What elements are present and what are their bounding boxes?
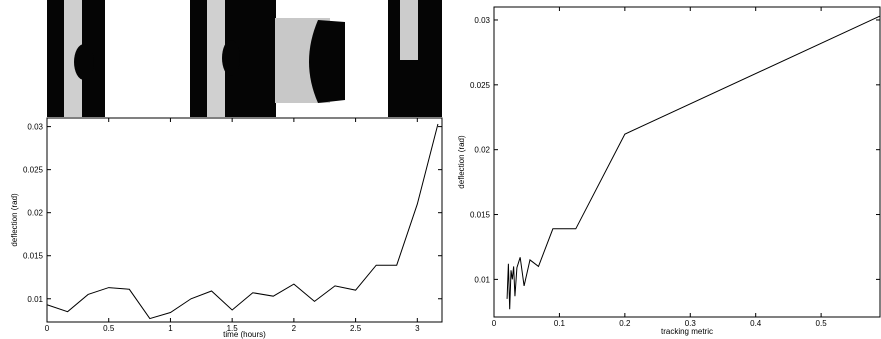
y-axis-label: deflection (rad) <box>10 193 19 247</box>
y-axis-label: deflection (rad) <box>457 135 466 189</box>
y-tick-label: 0.025 <box>470 81 491 90</box>
frame-image <box>309 20 345 103</box>
x-tick-label: 0.5 <box>816 319 828 328</box>
x-tick-label: 2 <box>292 324 297 333</box>
frame-image <box>222 40 240 76</box>
y-tick-label: 0.03 <box>27 123 43 132</box>
y-tick-label: 0.01 <box>27 295 43 304</box>
x-tick-label: 0.4 <box>750 319 762 328</box>
x-tick-label: 0.5 <box>103 324 115 333</box>
x-tick-label: 2.5 <box>350 324 362 333</box>
figure: 00.511.522.530.010.0150.020.0250.03time … <box>0 0 881 339</box>
x-tick-label: 0 <box>492 319 497 328</box>
x-tick-label: 0.2 <box>619 319 631 328</box>
frame-image <box>74 44 94 80</box>
y-tick-label: 0.015 <box>470 211 491 220</box>
x-axis-label: time (hours) <box>223 330 266 339</box>
x-tick-label: 1 <box>168 324 173 333</box>
y-tick-label: 0.015 <box>23 252 44 261</box>
x-axis-label: tracking metric <box>661 327 713 336</box>
y-tick-label: 0.02 <box>27 209 43 218</box>
image-strip <box>47 0 442 117</box>
y-tick-label: 0.025 <box>23 166 44 175</box>
x-tick-label: 3 <box>415 324 420 333</box>
plot-frame <box>494 7 880 317</box>
y-tick-label: 0.01 <box>474 275 490 284</box>
y-tick-label: 0.03 <box>474 16 490 25</box>
x-tick-label: 0.1 <box>554 319 566 328</box>
y-tick-label: 0.02 <box>474 146 490 155</box>
frame-image <box>400 0 418 60</box>
plot-frame <box>47 118 442 322</box>
x-tick-label: 0 <box>45 324 50 333</box>
